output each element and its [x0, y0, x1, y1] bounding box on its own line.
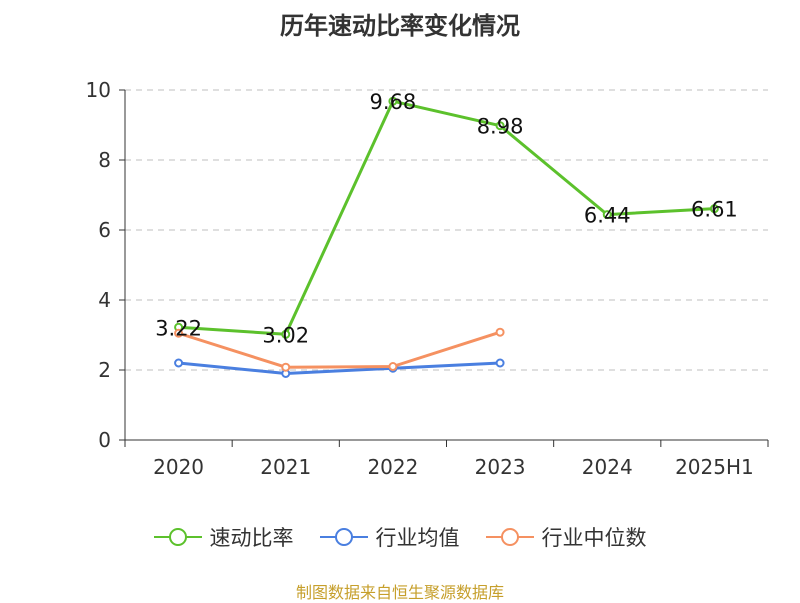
legend-symbol-industry-median: [485, 528, 534, 546]
grid-lines: [125, 89, 768, 371]
data-label: 6.61: [691, 198, 738, 222]
y-tick-label: 4: [98, 288, 111, 312]
y-tick-label: 2: [98, 358, 111, 382]
series-lines: [174, 96, 719, 378]
data-point: [388, 362, 398, 371]
y-tick-label: 0: [98, 428, 111, 452]
data-labels: 3.22 3.02 9.68 8.98 6.44 6.61: [155, 90, 738, 347]
y-tick-label: 6: [98, 218, 111, 242]
x-tick-label: 2020: [153, 455, 204, 479]
x-tick-label: 2022: [367, 455, 418, 479]
data-point: [709, 204, 719, 214]
legend-label-quick-ratio: 速动比率: [209, 526, 294, 550]
series-line-0: [178, 99, 715, 336]
data-label: 8.98: [477, 115, 524, 139]
data-point: [281, 362, 291, 372]
data-point: [174, 328, 184, 338]
legend-item-industry-mean[interactable]: 行业均值: [319, 522, 460, 552]
legend-item-industry-median[interactable]: 行业中位数: [485, 522, 647, 552]
data-label: 9.68: [370, 90, 417, 114]
y-tick-label: 8: [98, 148, 111, 172]
legend: 速动比率 行业均值 行业中位数: [0, 520, 800, 554]
x-tick-label: 2025H1: [675, 455, 754, 479]
x-tick-label: 2024: [582, 455, 633, 479]
y-tick-label: 10: [86, 78, 111, 102]
data-point: [388, 96, 398, 106]
series-line-2: [178, 330, 501, 369]
x-tick-label: 2023: [475, 455, 526, 479]
legend-symbol-quick-ratio: [153, 528, 202, 546]
chart-title: 历年速动比率变化情况: [280, 12, 520, 40]
data-point: [495, 358, 505, 368]
legend-label-industry-median: 行业中位数: [541, 526, 647, 550]
data-label: 3.02: [262, 323, 309, 347]
data-point: [495, 121, 505, 131]
data-point: [174, 358, 184, 368]
legend-symbol-industry-mean: [319, 528, 368, 546]
data-label: 6.44: [584, 204, 631, 228]
data-point: [495, 327, 505, 337]
legend-label-industry-mean: 行业均值: [375, 526, 460, 550]
data-label: 3.22: [155, 316, 202, 340]
x-tick-label: 2021: [260, 455, 311, 479]
data-point: [281, 329, 291, 339]
series-line-1: [178, 361, 501, 375]
source-note: 制图数据来自恒生聚源数据库: [295, 583, 504, 602]
data-point: [602, 210, 612, 220]
axes: 0 2 4 6 8 10 2020 2021 2022 2023 2024 2025H1: [86, 78, 769, 479]
legend-item-quick-ratio[interactable]: 速动比率: [153, 522, 294, 552]
